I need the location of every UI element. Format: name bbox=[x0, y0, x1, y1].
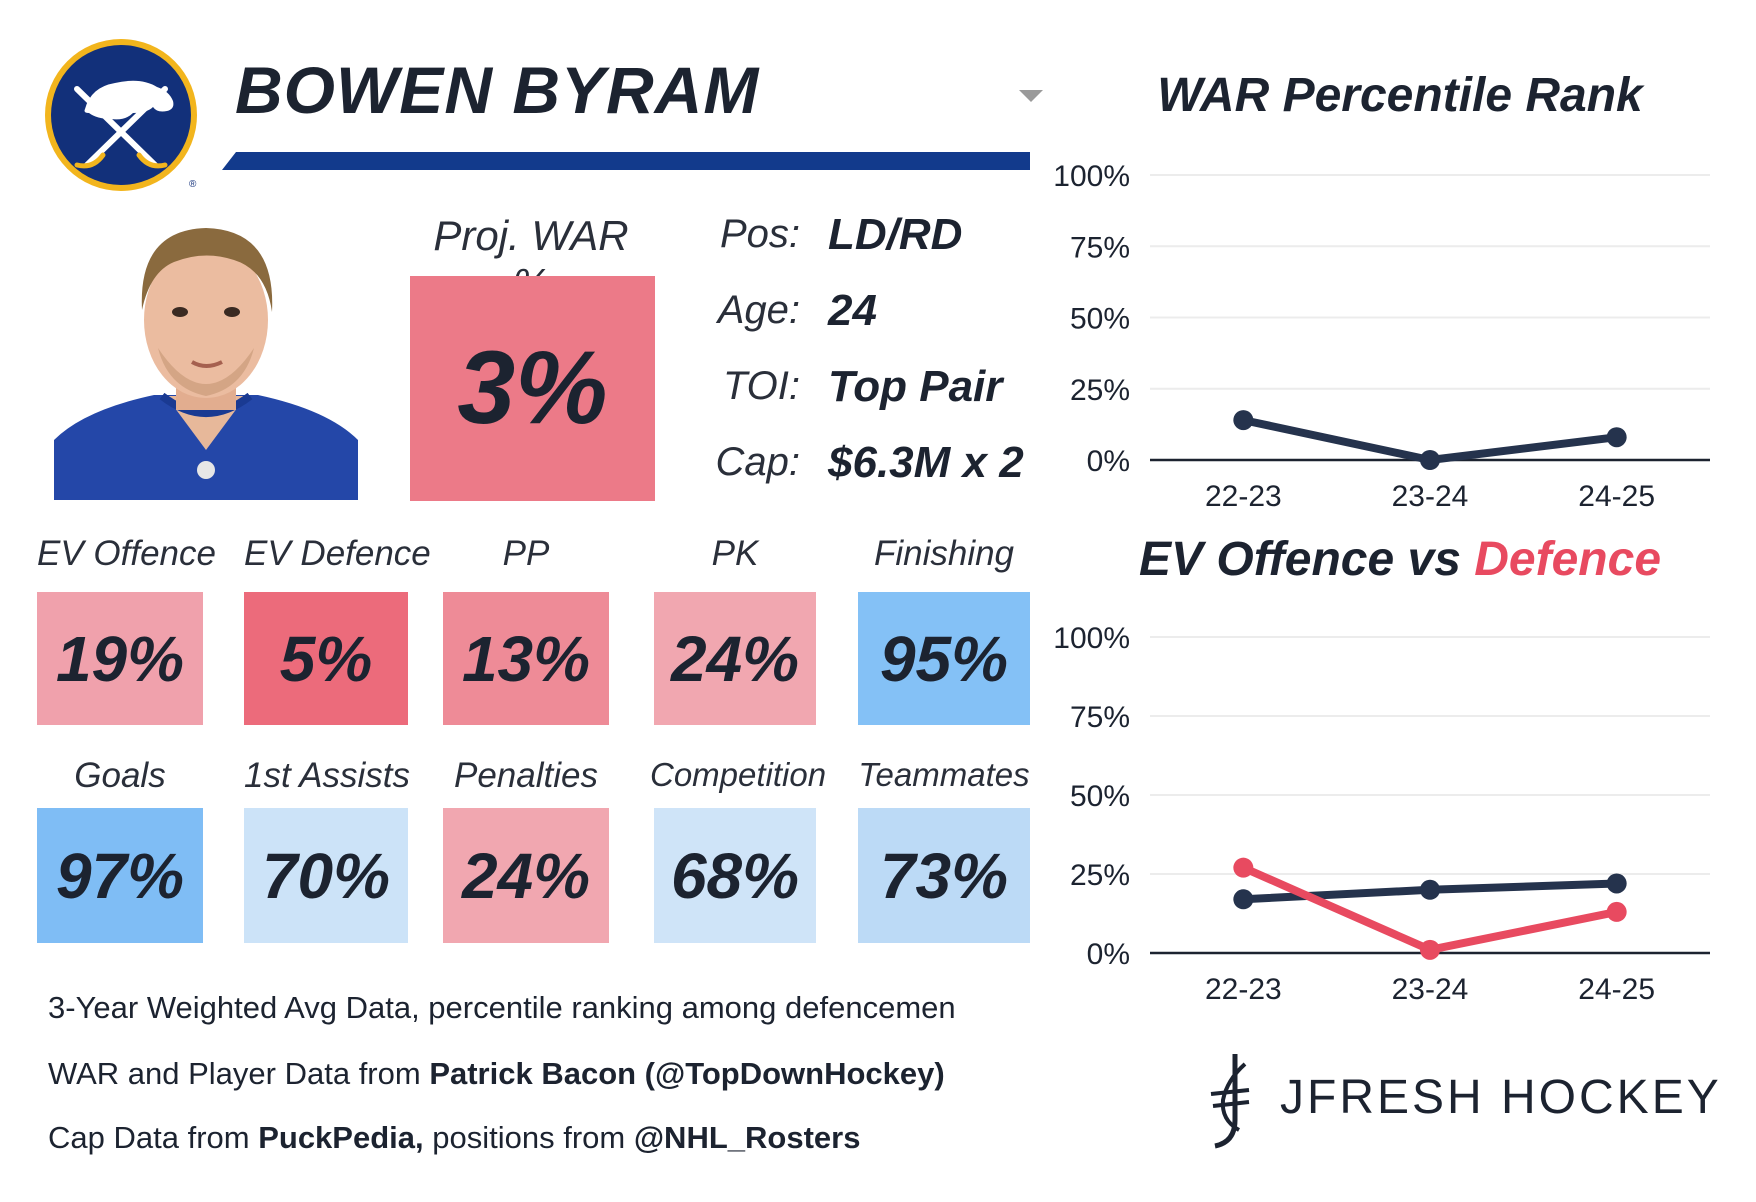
metric-box-ev-defence: 5% bbox=[244, 592, 408, 725]
metric-box-penalties: 24% bbox=[443, 808, 609, 943]
data-point bbox=[1233, 857, 1254, 878]
chart-war-title: WAR Percentile Rank bbox=[1157, 69, 1643, 122]
chart-ev-title-defence: Defence bbox=[1474, 533, 1662, 586]
bio-pos-value: LD/RD bbox=[828, 210, 963, 259]
y-tick-label: 50% bbox=[1070, 303, 1130, 336]
bio-age-value: 24 bbox=[828, 286, 877, 335]
name-underline bbox=[222, 152, 1030, 170]
metric-value-pk: 24% bbox=[670, 622, 800, 695]
x-tick-label: 23-24 bbox=[1392, 973, 1469, 1006]
svg-text:®: ® bbox=[189, 179, 197, 190]
data-point bbox=[1233, 410, 1254, 431]
metric-value-ev-offence: 19% bbox=[55, 622, 185, 695]
metric-value-finishing: 95% bbox=[879, 622, 1009, 695]
metric-label-teammates: Teammates bbox=[858, 756, 1030, 793]
jfresh-logo-icon bbox=[1210, 1054, 1250, 1149]
y-tick-label: 25% bbox=[1070, 374, 1130, 407]
metric-label-competition: Competition bbox=[650, 756, 827, 793]
chart-war-percentile: 0% 25% 50% 75% 100% 22-23 23-24 24-25 bbox=[1053, 160, 1710, 513]
bio-toi-label: TOI: bbox=[722, 364, 800, 408]
footnote-method: 3-Year Weighted Avg Data, percentile ran… bbox=[48, 990, 956, 1025]
chart-ev-offence-defence: 0% 25% 50% 75% 100% 22-23 23-24 24-25 bbox=[1053, 622, 1710, 1006]
metric-label-penalties: Penalties bbox=[454, 756, 598, 795]
y-tick-label: 100% bbox=[1053, 622, 1130, 655]
metric-value-first-assists: 70% bbox=[261, 839, 391, 912]
footnote-war-source: WAR and Player Data from Patrick Bacon (… bbox=[48, 1056, 945, 1091]
data-point bbox=[1606, 873, 1627, 894]
player-headshot bbox=[54, 228, 358, 500]
data-point bbox=[1606, 901, 1627, 922]
footnote-positions-source: @NHL_Rosters bbox=[633, 1120, 861, 1155]
bio-pos-label: Pos: bbox=[719, 212, 800, 256]
proj-war-value: 3% bbox=[457, 330, 608, 446]
x-tick-label: 23-24 bbox=[1392, 480, 1469, 513]
bio-toi-value: Top Pair bbox=[828, 362, 1003, 411]
metric-value-penalties: 24% bbox=[461, 839, 591, 912]
data-point bbox=[1420, 450, 1440, 470]
y-tick-label: 0% bbox=[1087, 938, 1130, 971]
metric-value-ev-defence: 5% bbox=[279, 622, 373, 695]
metric-value-competition: 68% bbox=[670, 839, 800, 912]
footnote-war-source-name: Patrick Bacon (@TopDownHockey) bbox=[429, 1056, 945, 1091]
metric-value-goals: 97% bbox=[55, 839, 185, 912]
bio-age-label: Age: bbox=[717, 288, 800, 332]
metric-value-teammates: 73% bbox=[879, 839, 1009, 912]
y-tick-label: 50% bbox=[1070, 780, 1130, 813]
x-tick-label: 22-23 bbox=[1205, 480, 1282, 513]
y-tick-label: 75% bbox=[1070, 231, 1130, 264]
metric-box-pk: 24% bbox=[654, 592, 816, 725]
y-tick-label: 0% bbox=[1087, 445, 1130, 478]
metric-value-pp: 13% bbox=[461, 622, 591, 695]
footnote-cap-source-name: PuckPedia, bbox=[258, 1120, 424, 1155]
data-point bbox=[1233, 889, 1254, 910]
metric-box-teammates: 73% bbox=[858, 808, 1030, 943]
metric-label-pk: PK bbox=[711, 534, 759, 573]
y-tick-label: 25% bbox=[1070, 859, 1130, 892]
metric-box-pp: 13% bbox=[443, 592, 609, 725]
x-tick-label: 24-25 bbox=[1578, 973, 1655, 1006]
dropdown-caret-icon[interactable] bbox=[1019, 90, 1043, 102]
metric-label-ev-offence: EV Offence bbox=[37, 534, 216, 573]
metric-box-first-assists: 70% bbox=[244, 808, 408, 943]
data-point bbox=[1420, 879, 1440, 900]
metric-box-finishing: 95% bbox=[858, 592, 1030, 725]
proj-war-box: 3% bbox=[410, 276, 655, 501]
brand-name: JFRESH HOCKEY bbox=[1280, 1071, 1722, 1124]
metric-box-competition: 68% bbox=[654, 808, 816, 943]
metric-label-goals: Goals bbox=[74, 756, 166, 795]
chart-ev-title: EV Offence vs Defence bbox=[1050, 532, 1750, 587]
metric-label-ev-defence: EV Defence bbox=[244, 534, 431, 573]
data-point bbox=[1420, 939, 1440, 960]
metric-label-finishing: Finishing bbox=[873, 534, 1015, 573]
bio-cap-value: $6.3M x 2 bbox=[828, 438, 1024, 487]
y-tick-label: 100% bbox=[1053, 160, 1130, 193]
metric-label-pp: PP bbox=[502, 534, 550, 573]
metric-label-first-assists: 1st Assists bbox=[244, 756, 410, 795]
y-tick-label: 75% bbox=[1070, 701, 1130, 734]
x-tick-label: 24-25 bbox=[1578, 480, 1655, 513]
footnote-cap-source: Cap Data from PuckPedia, positions from … bbox=[48, 1120, 861, 1155]
chart-ev-title-offence: EV Offence vs bbox=[1138, 533, 1475, 586]
bio-cap-label: Cap: bbox=[715, 440, 801, 484]
x-tick-label: 22-23 bbox=[1205, 973, 1282, 1006]
metric-box-goals: 97% bbox=[37, 808, 203, 943]
player-name: BOWEN BYRAM bbox=[235, 53, 760, 127]
team-logo: ® bbox=[45, 39, 197, 191]
data-point bbox=[1606, 427, 1627, 448]
metric-box-ev-offence: 19% bbox=[37, 592, 203, 725]
